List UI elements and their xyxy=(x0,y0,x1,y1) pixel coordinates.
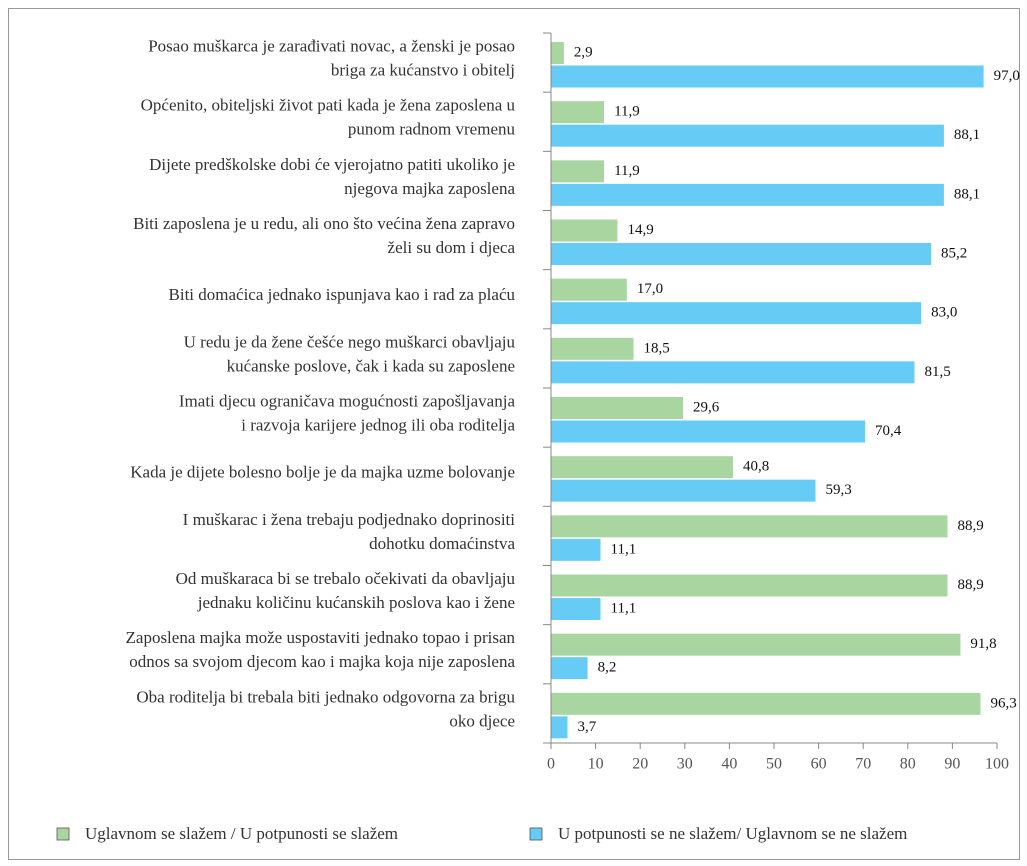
category-label: njegova majka zaposlena xyxy=(344,179,515,198)
value-label: 88,1 xyxy=(954,127,980,143)
category-label: želi su dom i djeca xyxy=(388,238,516,257)
category-label: Posao muškarca je zarađivati novac, a že… xyxy=(148,36,515,55)
value-label: 97,0 xyxy=(994,68,1020,84)
x-tick-label: 20 xyxy=(632,756,648,773)
bar xyxy=(551,183,944,206)
bar xyxy=(551,692,981,715)
category-label: dohotku domaćinstva xyxy=(369,534,515,553)
value-label: 17,0 xyxy=(637,281,663,297)
frame xyxy=(8,8,1020,860)
bar xyxy=(551,278,627,301)
category-label: briga za kućanstvo i obitelj xyxy=(331,60,515,79)
value-label: 85,2 xyxy=(941,245,967,261)
x-tick-label: 30 xyxy=(677,756,693,773)
bar xyxy=(551,101,605,124)
value-label: 11,1 xyxy=(611,541,637,557)
x-tick-label: 80 xyxy=(900,756,916,773)
value-label: 81,5 xyxy=(924,364,950,380)
value-label: 14,9 xyxy=(627,222,653,238)
bar xyxy=(551,479,816,502)
bar xyxy=(551,574,948,597)
bar xyxy=(551,598,601,620)
bar xyxy=(551,219,618,242)
value-label: 2,9 xyxy=(574,44,593,60)
bar xyxy=(551,538,601,561)
value-label: 88,1 xyxy=(954,186,980,202)
value-label: 11,9 xyxy=(614,163,640,179)
category-label: Općenito, obiteljski život pati kada je … xyxy=(141,96,516,115)
legend-label: U potpunosti se ne slažem/ Uglavnom se n… xyxy=(558,824,907,843)
bar xyxy=(551,124,944,147)
category-label: U redu je da žene češće nego muškarci ob… xyxy=(184,332,516,351)
category-label: Kada je dijete bolesno bolje je da majka… xyxy=(130,463,515,482)
value-label: 59,3 xyxy=(825,482,851,498)
category-label: Biti zaposlena je u redu, ali ono što ve… xyxy=(133,214,515,233)
category-label: Dijete predškolske dobi će vjerojatno pa… xyxy=(149,155,515,174)
bar xyxy=(551,361,915,384)
legend-swatch xyxy=(56,827,70,841)
bar xyxy=(551,42,564,64)
value-label: 29,6 xyxy=(693,399,720,415)
value-label: 88,9 xyxy=(957,577,983,593)
value-label: 18,5 xyxy=(644,340,670,356)
category-label: jednaku količinu kućanskih poslova kao i… xyxy=(197,593,515,612)
category-label: Od muškaraca bi se trebalo očekivati da … xyxy=(176,569,516,588)
category-label: I muškarac i žena trebaju podjednako dop… xyxy=(183,510,516,529)
category-label: Zaposlena majka može uspostaviti jednako… xyxy=(126,628,516,647)
value-label: 11,9 xyxy=(614,104,640,120)
x-tick-label: 90 xyxy=(944,756,960,773)
bar xyxy=(551,657,588,680)
bar xyxy=(551,337,634,360)
x-tick-label: 100 xyxy=(985,756,1009,773)
value-label: 83,0 xyxy=(931,305,957,321)
x-tick-label: 70 xyxy=(855,756,871,773)
category-label: punom radnom vremenu xyxy=(348,120,516,139)
legend-label: Uglavnom se slažem / U potpunosti se sla… xyxy=(85,824,398,843)
category-label: Oba roditelja bi trebala biti jednako od… xyxy=(136,687,515,706)
bar xyxy=(551,456,733,479)
x-tick-label: 50 xyxy=(766,756,782,773)
x-tick-label: 40 xyxy=(721,756,737,773)
value-label: 91,8 xyxy=(970,636,996,652)
value-label: 88,9 xyxy=(957,518,983,534)
bar xyxy=(551,302,922,325)
category-label: Imati djecu ograničava mogućnosti zapošl… xyxy=(179,391,516,410)
x-tick-label: 10 xyxy=(588,756,604,773)
category-label: odnos sa svojom djecom kao i majka koja … xyxy=(129,652,515,671)
bar xyxy=(551,420,865,443)
bar xyxy=(551,633,961,656)
value-label: 40,8 xyxy=(743,459,769,475)
value-label: 8,2 xyxy=(598,660,617,676)
value-label: 3,7 xyxy=(578,719,597,735)
value-label: 96,3 xyxy=(990,695,1016,711)
category-label: kućanske poslove, čak i kada su zaposlen… xyxy=(227,356,515,375)
value-label: 70,4 xyxy=(875,423,902,439)
bar xyxy=(551,160,605,183)
bar xyxy=(551,243,931,265)
bar xyxy=(551,515,948,538)
legend-swatch xyxy=(529,827,543,841)
category-label: i razvoja karijere jednog ili oba rodite… xyxy=(241,415,515,434)
bar xyxy=(551,397,684,419)
x-tick-label: 60 xyxy=(811,756,827,773)
value-label: 11,1 xyxy=(611,600,637,616)
bar xyxy=(551,65,984,88)
category-label: oko djece xyxy=(449,711,515,730)
category-label: Biti domaćica jednako ispunjava kao i ra… xyxy=(169,285,516,304)
x-tick-label: 0 xyxy=(547,756,555,773)
bar xyxy=(551,716,568,739)
